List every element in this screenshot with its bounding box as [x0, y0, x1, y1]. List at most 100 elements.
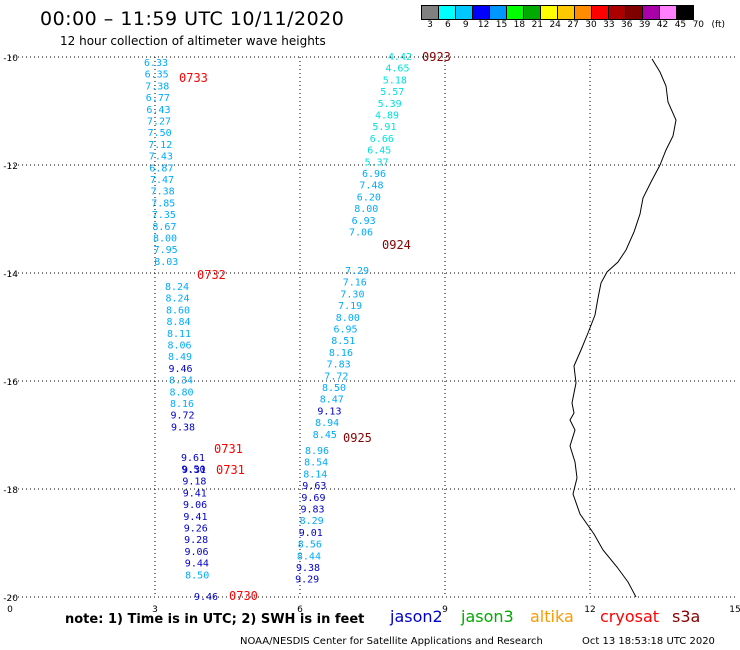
wave-height-label: 8.94 [315, 418, 339, 429]
wave-height-label: 9.72 [171, 411, 195, 422]
wave-height-label: 4.89 [375, 111, 399, 122]
longitude-label: 15 [729, 605, 740, 615]
satellite-altika: altika [530, 607, 574, 626]
wave-height-label: 8.80 [170, 387, 194, 398]
wave-height-label: 7.27 [147, 117, 171, 128]
wave-height-label: 4.65 [385, 64, 409, 75]
wave-height-label: 6.96 [362, 169, 386, 180]
wave-height-label: 7.85 [151, 198, 175, 209]
wave-height-label: 6.95 [334, 325, 358, 336]
latitude-label: -16 [3, 378, 18, 388]
wave-height-label: 9.26 [184, 524, 208, 535]
wave-height-label: 5.39 [378, 99, 402, 110]
wave-height-label: 9.29 [295, 575, 319, 586]
wave-height-label: 6.77 [146, 93, 170, 104]
wave-height-label: 5.57 [380, 87, 404, 98]
latitude-label: -10 [3, 54, 18, 64]
wave-height-label: 9.61 [181, 453, 205, 464]
wave-height-label: 7.38 [151, 187, 175, 198]
pass-time-label: 0730 [229, 589, 258, 603]
longitude-label: 9 [442, 605, 448, 615]
wave-height-label: 8.50 [185, 570, 209, 581]
scale-label: 21 [531, 20, 544, 30]
scale-label: 18 [513, 20, 526, 30]
wave-height-label: 9.46 [169, 364, 193, 375]
scale-label: 3 [427, 20, 433, 30]
scale-label: 36 [621, 20, 633, 30]
wave-height-label: 8.49 [168, 352, 192, 363]
wave-height-label: 9.06 [184, 547, 208, 558]
wave-height-label: 8.16 [329, 348, 353, 359]
wave-height-label: 7.29 [345, 266, 369, 277]
wave-height-label: 8.03 [154, 257, 178, 268]
scale-label: 42 [656, 20, 669, 30]
wave-height-label: 8.14 [303, 469, 327, 480]
pass-time-label: 0733 [179, 71, 208, 85]
scale-swatch [676, 5, 694, 20]
scale-label: 6 [444, 20, 451, 30]
wave-height-label: 5.91 [372, 122, 396, 133]
scale-label: 33 [603, 20, 615, 30]
wave-height-label: 7.12 [148, 140, 172, 151]
wave-height-label: 9.28 [184, 535, 208, 546]
wave-height-label: 9.13 [317, 406, 341, 417]
pass-time-label: 0731 [216, 463, 245, 477]
wave-height-label: 7.06 [349, 228, 373, 239]
scale-label: 70 [692, 20, 705, 30]
scale-label: 30 [585, 20, 597, 30]
pass-time-label: 0732 [197, 268, 226, 282]
scale-unit: (ft) [711, 20, 726, 30]
latitude-label: -12 [3, 162, 18, 172]
wave-height-label: 8.00 [354, 204, 378, 215]
pass-time-label: 0924 [382, 238, 411, 252]
longitude-label: 6 [297, 605, 303, 615]
wave-height-label: 9.44 [185, 559, 209, 570]
wave-height-label: 7.38 [145, 81, 169, 92]
wave-height-label: 6.93 [352, 216, 376, 227]
scale-label: 27 [567, 20, 579, 30]
wave-height-label: 8.45 [313, 430, 337, 441]
wave-height-label: 6.35 [145, 70, 169, 81]
satellite-jason3: jason3 [461, 607, 514, 626]
wave-height-label: 7.43 [149, 152, 173, 163]
pass-time-label: 0731 [214, 442, 243, 456]
wave-height-label: 8.44 [297, 551, 321, 562]
wave-height-label: 7.19 [338, 301, 362, 312]
wave-height-label: 8.29 [300, 516, 324, 527]
wave-height-label: 7.35 [152, 210, 176, 221]
wave-height-label: 8.67 [152, 222, 176, 233]
wave-height-label: 4.42 [388, 52, 412, 63]
wave-height-label: 8.24 [165, 282, 189, 293]
satellite-s3a: s3a [672, 607, 701, 626]
wave-height-label: 5.18 [383, 75, 407, 86]
wave-height-label: 9.69 [301, 493, 325, 504]
wave-height-label: 8.34 [169, 376, 193, 387]
wave-height-label: 6.43 [146, 105, 170, 116]
latitude-label: -14 [3, 270, 18, 280]
wave-height-label: 9.46 [194, 592, 218, 603]
page-subtitle: 12 hour collection of altimeter wave hei… [60, 34, 326, 48]
wave-height-label: 5.37 [365, 157, 389, 168]
wave-height-label: 7.50 [148, 128, 172, 139]
wave-height-label: 8.47 [320, 395, 344, 406]
wave-height-label: 8.16 [170, 399, 194, 410]
wave-height-label: 6.45 [367, 146, 391, 157]
wave-height-label: 8.00 [336, 313, 360, 324]
wave-height-label: 8.54 [304, 458, 328, 469]
wave-height-label: 7.47 [150, 175, 174, 186]
wave-height-label: 9.06 [183, 500, 207, 511]
longitude-label: 12 [584, 605, 595, 615]
wave-height-label: 7.72 [324, 371, 348, 382]
footnote: note: 1) Time is in UTC; 2) SWH is in fe… [65, 612, 365, 627]
wave-height-label: 9.01 [299, 528, 323, 539]
wave-height-label: 7.83 [327, 360, 351, 371]
wave-height-label: 7.95 [154, 245, 178, 256]
wave-height-label: 9.83 [301, 505, 325, 516]
wave-height-label: 8.50 [322, 383, 346, 394]
scale-label: 39 [638, 20, 651, 30]
wave-height-label: 6.33 [144, 58, 168, 69]
scale-label: 9 [462, 20, 469, 30]
credit-line: NOAA/NESDIS Center for Satellite Applica… [240, 636, 543, 647]
wave-height-label: 8.51 [331, 336, 355, 347]
